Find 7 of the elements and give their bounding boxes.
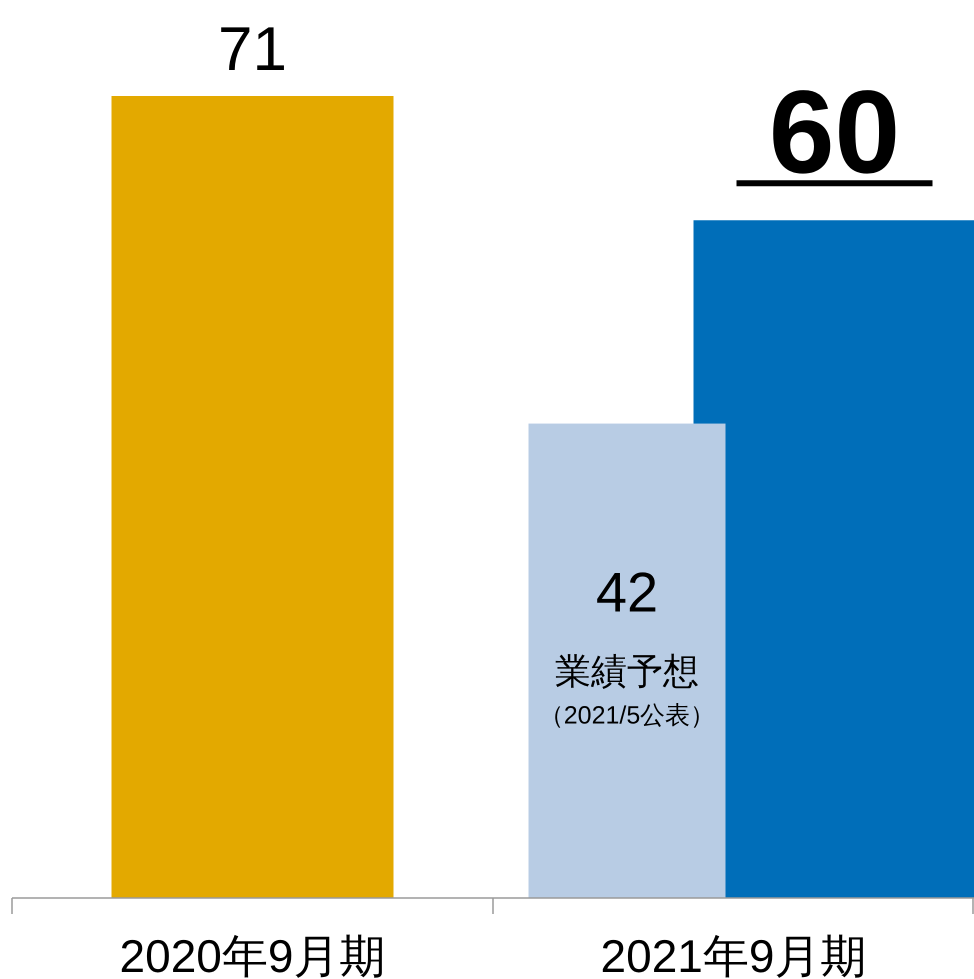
- x-tick-label: 2020年9月期: [120, 930, 386, 979]
- data-label: 60: [768, 66, 900, 198]
- series-label: 業績予想: [555, 650, 699, 692]
- x-tick-label: 2021年9月期: [600, 930, 866, 979]
- data-label: 71: [218, 15, 287, 84]
- data-label: 42: [596, 560, 658, 624]
- annotation: （2021/5公表）: [538, 702, 716, 730]
